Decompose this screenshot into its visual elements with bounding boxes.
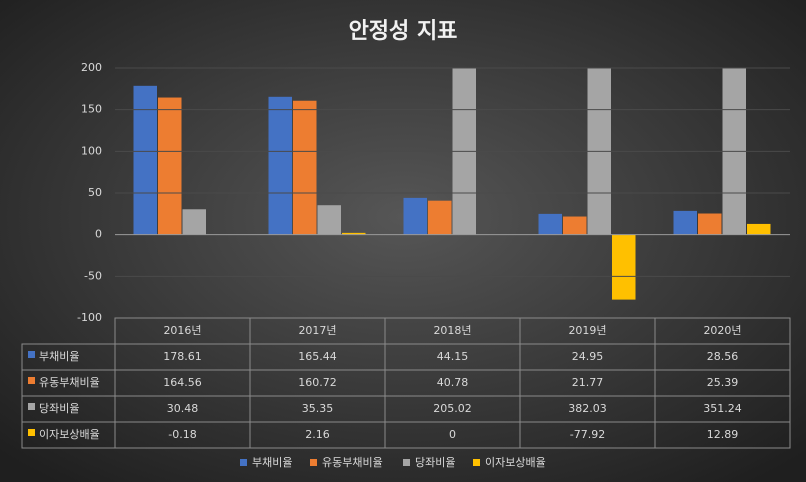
y-tick-label: 0: [95, 228, 102, 241]
legend-key: [403, 459, 410, 466]
bar: [133, 85, 157, 235]
legend-key: [310, 459, 317, 466]
table-row-label: 유동부채비율: [39, 376, 100, 389]
table-value: -0.18: [168, 428, 196, 441]
table-row-label: 이자보상배율: [39, 428, 100, 441]
table-value: 2.16: [305, 428, 330, 441]
bar: [182, 209, 206, 235]
bar: [612, 234, 636, 300]
table-value: 12.89: [707, 428, 739, 441]
bar: [673, 210, 697, 235]
legend-label: 당좌비율: [415, 456, 455, 469]
legend-key: [240, 459, 247, 466]
table-header: 2017년: [298, 324, 336, 337]
table-value: 382.03: [568, 402, 607, 415]
table-value: 28.56: [707, 350, 739, 363]
bar: [317, 205, 341, 235]
table-header: 2018년: [433, 324, 471, 337]
y-tick-label: -50: [84, 269, 102, 282]
table-row-label: 당좌비율: [39, 402, 79, 415]
table-value: 351.24: [703, 402, 742, 415]
bar: [403, 197, 427, 235]
bar: [342, 232, 366, 235]
bar: [158, 97, 182, 235]
table-header: 2016년: [163, 324, 201, 337]
bar: [563, 216, 587, 235]
table-value: 21.77: [572, 376, 604, 389]
table-row-label: 부채비율: [39, 350, 79, 363]
bar: [293, 100, 317, 235]
legend-key: [28, 351, 35, 358]
table-value: 25.39: [707, 376, 739, 389]
table-value: 205.02: [433, 402, 472, 415]
bar: [452, 68, 476, 235]
table-value: 40.78: [437, 376, 469, 389]
table-cell: [654, 421, 791, 449]
table-value: 35.35: [302, 402, 334, 415]
legend-key: [473, 459, 480, 466]
table-value: 178.61: [163, 350, 202, 363]
table-value: 44.15: [437, 350, 469, 363]
y-tick-label: -100: [77, 311, 102, 324]
bar: [698, 213, 722, 235]
table-value: 165.44: [298, 350, 337, 363]
y-tick-label: 100: [81, 144, 102, 157]
legend-key: [28, 377, 35, 384]
legend-key: [28, 403, 35, 410]
table-header: 2019년: [568, 324, 606, 337]
y-tick-label: 50: [88, 186, 102, 199]
legend-label: 부채비율: [252, 456, 292, 469]
legend-label: 이자보상배율: [485, 456, 546, 469]
table-value: 24.95: [572, 350, 604, 363]
y-tick-label: 200: [81, 61, 102, 74]
legend-key: [28, 429, 35, 436]
table-value: 30.48: [167, 402, 199, 415]
table-value: 164.56: [163, 376, 202, 389]
bar: [428, 200, 452, 235]
bar: [268, 96, 292, 235]
table-value: -77.92: [570, 428, 605, 441]
table-value: 0: [449, 428, 456, 441]
bar: [747, 223, 771, 235]
bar: [538, 213, 562, 235]
table-value: 160.72: [298, 376, 337, 389]
y-tick-label: 150: [81, 103, 102, 116]
table-header: 2020년: [703, 324, 741, 337]
legend-label: 유동부채비율: [322, 456, 383, 469]
chart-title: 안정성 지표: [349, 19, 458, 44]
